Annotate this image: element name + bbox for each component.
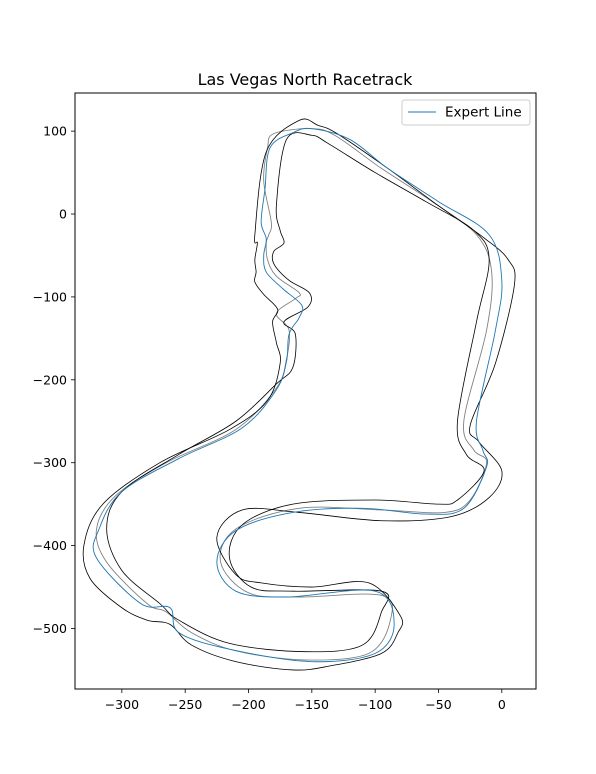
series-layer	[82, 118, 516, 671]
x-tick-label: −250	[168, 697, 202, 712]
y-tick-label: −300	[33, 455, 67, 470]
x-tick-label: −50	[425, 697, 451, 712]
chart-title: Las Vegas North Racetrack	[198, 70, 414, 89]
y-tick-label: 0	[59, 207, 67, 222]
x-tick-label: −100	[358, 697, 392, 712]
legend: Expert Line	[401, 99, 531, 126]
x-tick-label: 0	[498, 697, 506, 712]
series-line-outer-boundary	[82, 118, 516, 671]
series-line-inner-boundary	[106, 132, 490, 653]
legend-box	[401, 99, 531, 126]
y-axis: 100 0 −100 −200 −300 −400 −500	[33, 124, 75, 636]
y-tick-label: −500	[33, 621, 67, 636]
axes-frame	[74, 92, 537, 690]
y-tick-label: −200	[33, 372, 67, 387]
legend-label-expert-line: Expert Line	[445, 105, 522, 121]
y-tick-label: −100	[33, 289, 67, 304]
x-axis: −300 −250 −200 −150 −100 −50 0	[105, 689, 506, 712]
x-tick-label: −300	[105, 697, 139, 712]
x-tick-label: −150	[295, 697, 329, 712]
plot-area	[82, 118, 516, 671]
y-tick-label: 100	[43, 124, 67, 139]
x-tick-label: −200	[231, 697, 265, 712]
series-line-expert	[92, 127, 503, 663]
y-tick-label: −400	[33, 538, 67, 553]
